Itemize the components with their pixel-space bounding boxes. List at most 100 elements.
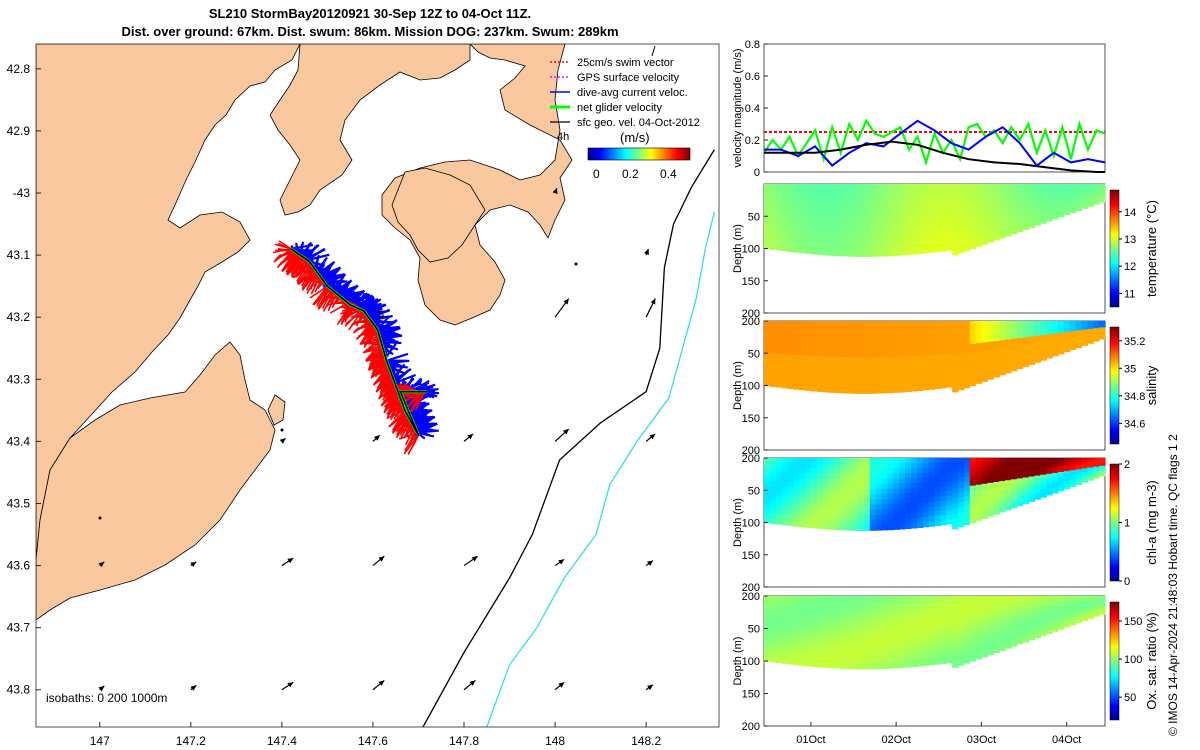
section-cell [999, 461, 1006, 467]
section-cell [787, 600, 794, 607]
section-cell [816, 483, 824, 489]
section-cell [846, 220, 853, 226]
section-cell [764, 193, 771, 199]
section-cell [1081, 466, 1088, 469]
section-cell [887, 519, 894, 525]
section-cell [811, 517, 818, 524]
section-cell [1010, 328, 1018, 333]
section-cell [1028, 485, 1036, 490]
section-cell [928, 384, 936, 390]
section-cell [852, 351, 859, 358]
section-cell [846, 382, 853, 389]
section-cell [1034, 472, 1041, 477]
section-cell [787, 654, 794, 660]
section-cell [863, 357, 871, 363]
section-cell [799, 487, 806, 493]
section-cell [787, 373, 794, 380]
section-cell [981, 635, 988, 640]
depth-tick: 100 [742, 518, 760, 530]
section-cell [1028, 633, 1036, 638]
section-cell [799, 218, 806, 224]
section-cell [828, 199, 836, 205]
section-cell [1081, 597, 1088, 600]
section-cell [1063, 208, 1071, 211]
section-cell [1010, 458, 1018, 463]
section-cell [1093, 333, 1100, 336]
section-cell [1093, 600, 1100, 603]
section-cell [834, 351, 842, 358]
section-cell [1046, 189, 1053, 193]
section-cell [1022, 359, 1030, 364]
section-cell [1010, 223, 1018, 228]
section-cell [775, 519, 783, 525]
section-cell [958, 477, 965, 484]
section-cell [922, 335, 930, 342]
section-cell [905, 483, 912, 489]
section-cell [811, 502, 818, 509]
section-cell [946, 472, 953, 478]
section-cell [816, 488, 824, 494]
section-cell [787, 629, 794, 636]
section-cell [963, 382, 971, 389]
section-cell [1010, 342, 1018, 347]
section-cell [1028, 611, 1036, 616]
section-cell [928, 477, 936, 483]
section-cell [911, 194, 918, 200]
section-cell [940, 615, 947, 621]
section-cell [869, 494, 877, 500]
section-cell [969, 193, 977, 199]
section-cell [1069, 618, 1077, 622]
section-cell [805, 238, 812, 244]
section-cell [981, 205, 988, 211]
section-cell [958, 355, 965, 361]
section-cell [1022, 628, 1030, 633]
section-cell [858, 331, 865, 338]
section-cell [934, 354, 941, 361]
section-cell [887, 483, 894, 490]
section-cell [1046, 191, 1053, 196]
section-cell [1063, 460, 1071, 463]
section-cell [887, 219, 894, 226]
section-cell [922, 660, 930, 666]
section-cell [822, 611, 830, 617]
section-cell [840, 341, 847, 348]
section-cell [993, 188, 1000, 193]
section-cell [993, 498, 1000, 503]
section-cell [1075, 601, 1083, 605]
section-cell [1016, 204, 1024, 209]
section-cell [805, 477, 812, 484]
section-cell [858, 483, 865, 490]
section-cell [911, 243, 918, 250]
section-cell [1099, 612, 1106, 615]
section-cell [1063, 186, 1071, 189]
section-cell [1034, 216, 1041, 220]
section-cell [787, 222, 794, 228]
section-cell [1005, 187, 1012, 192]
section-cell [975, 347, 983, 353]
section-cell [934, 610, 941, 617]
section-cell [999, 599, 1006, 605]
section-cell [1046, 184, 1053, 188]
section-cell [1040, 323, 1047, 328]
section-cell [987, 196, 994, 202]
section-cell [775, 624, 783, 630]
section-cell [781, 217, 789, 223]
section-cell [793, 511, 800, 517]
section-cell [1016, 321, 1024, 325]
section-cell [1087, 333, 1094, 336]
section-cell [805, 223, 812, 230]
section-cell [893, 621, 900, 628]
section-cell [805, 615, 812, 622]
section-cell [869, 336, 877, 343]
section-cell [946, 184, 953, 190]
section-cell [1022, 340, 1030, 345]
section-cell [940, 246, 947, 252]
section-cell [846, 621, 853, 628]
section-cell [1005, 339, 1012, 344]
section-cell [834, 642, 842, 648]
section-cell [858, 362, 865, 369]
section-cell [999, 234, 1006, 239]
section-cell [793, 472, 800, 479]
section-cell [781, 193, 789, 199]
section-cell [993, 220, 1000, 225]
